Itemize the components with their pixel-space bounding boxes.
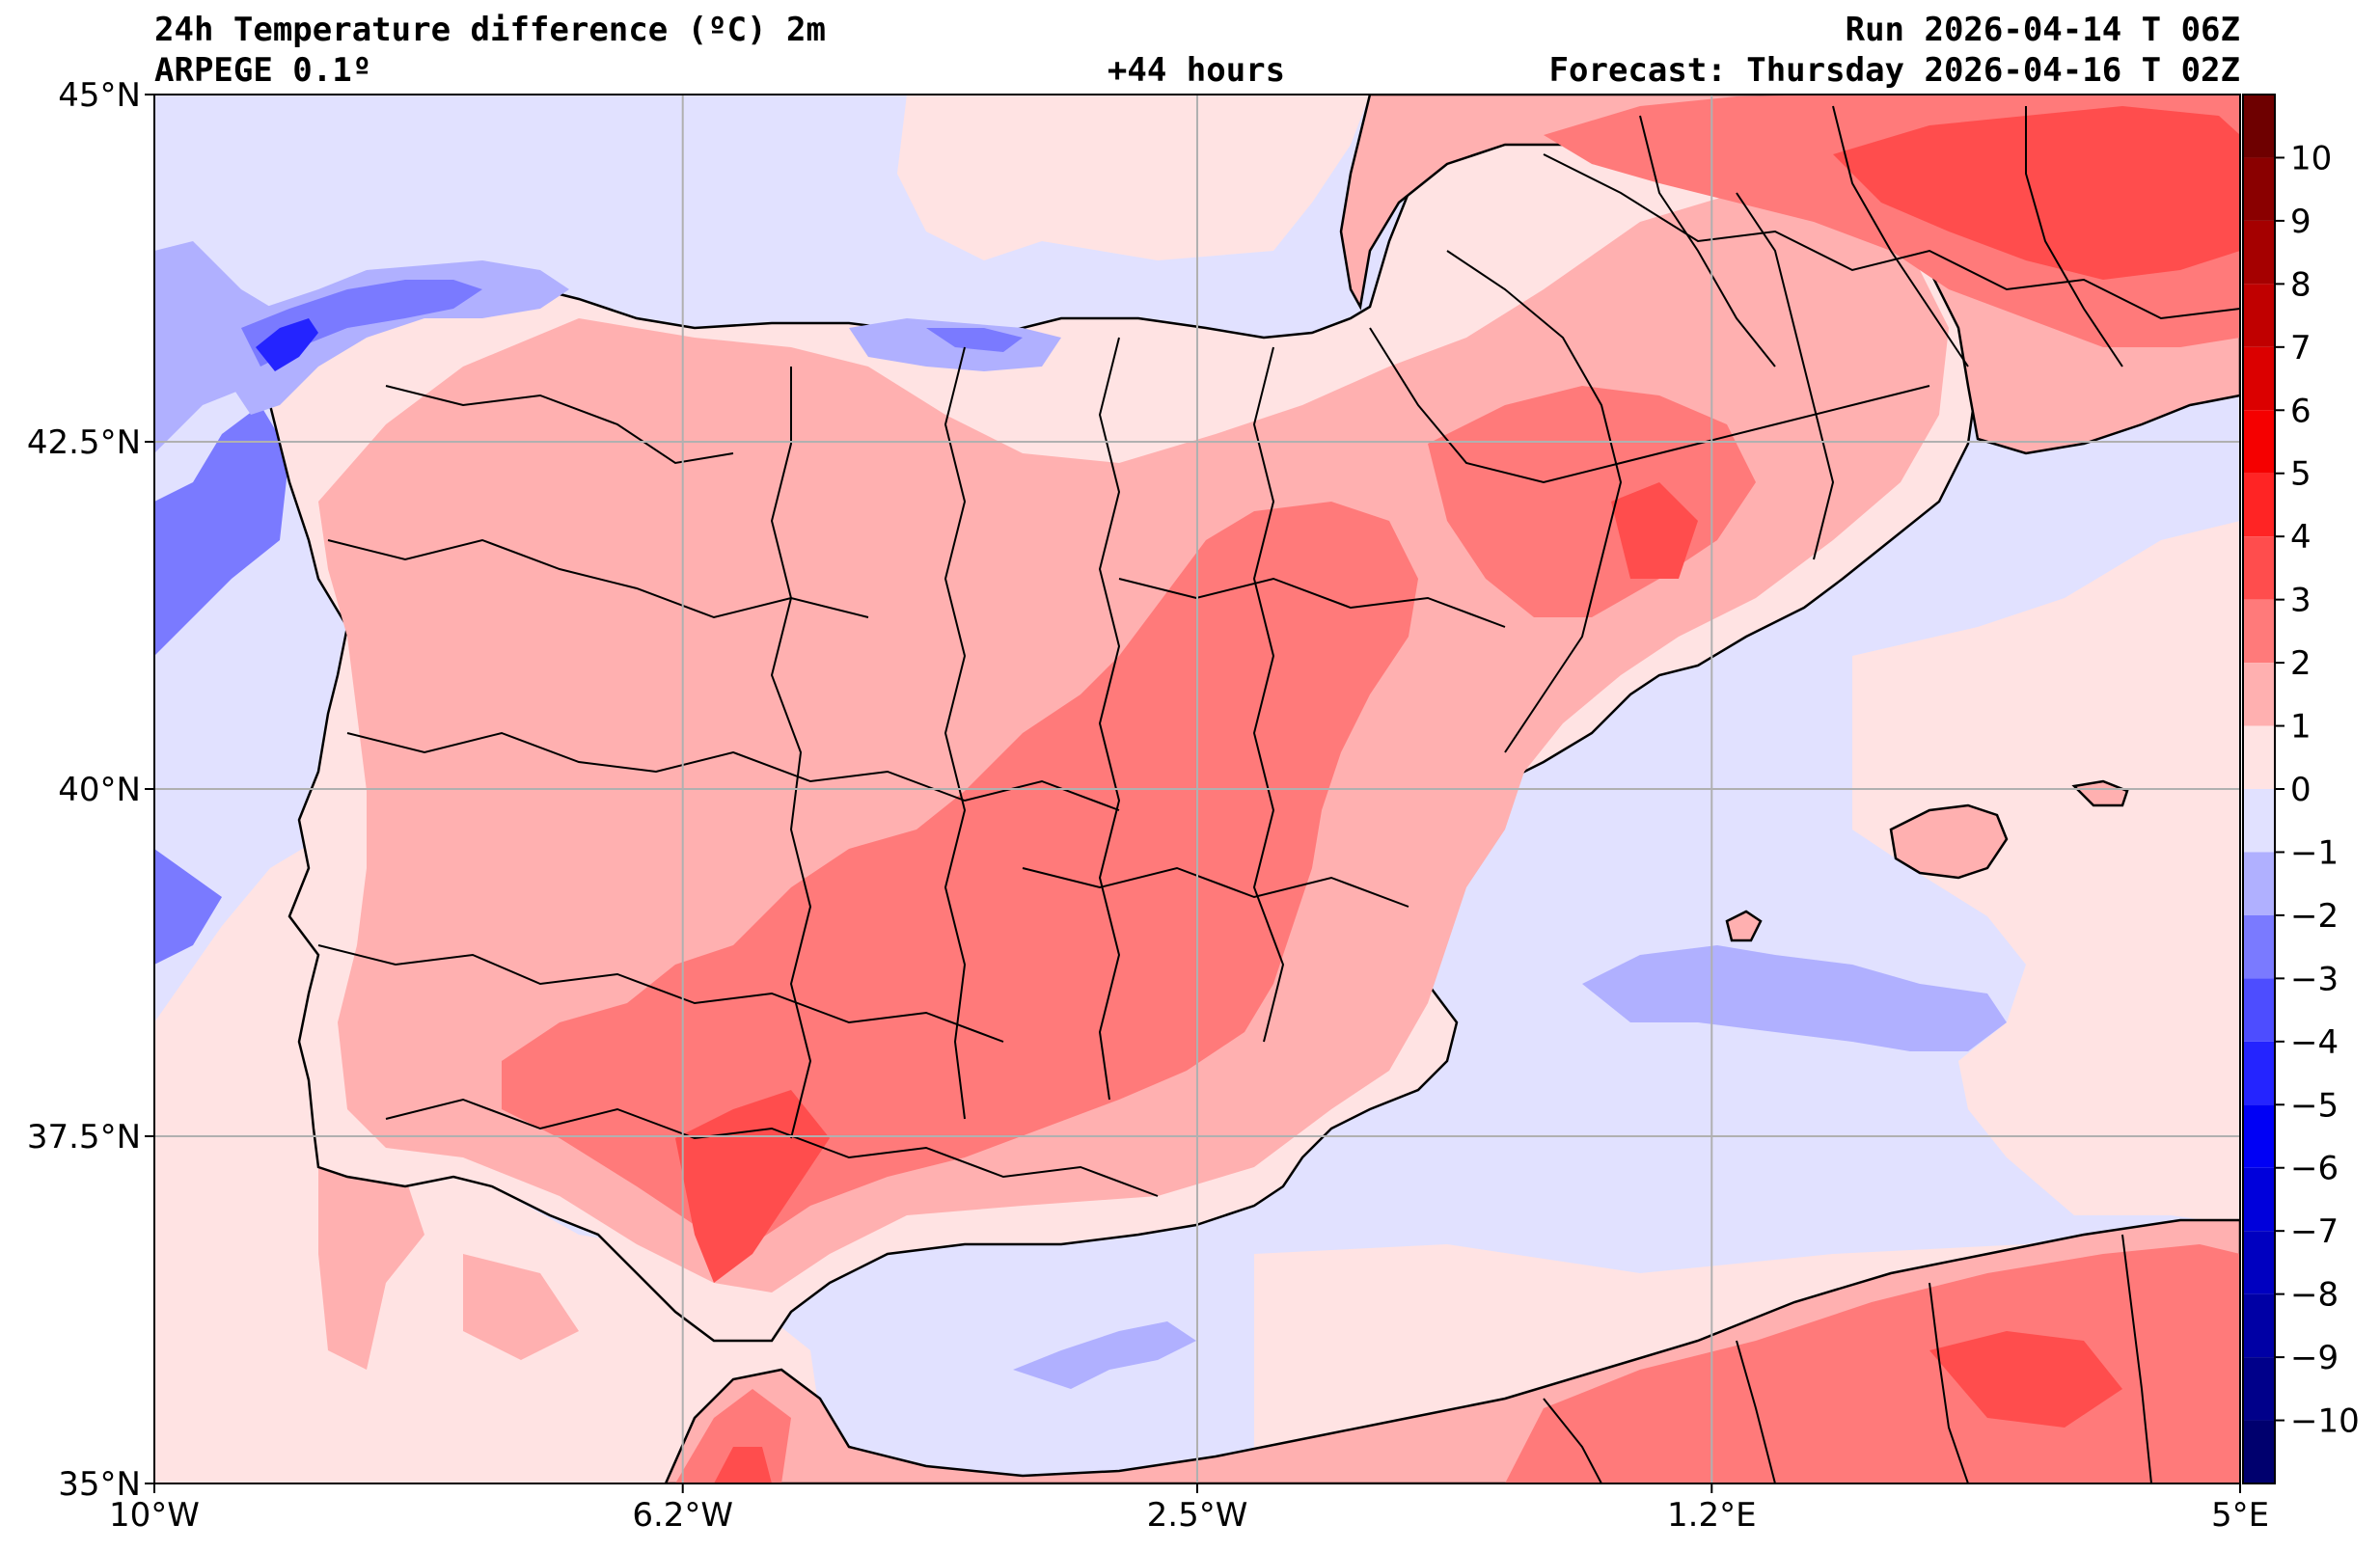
colorbar-tick-label: −10 (2290, 1402, 2360, 1441)
lon-tick-label: 5°E (2211, 1496, 2269, 1535)
lon-tick-label: 6.2°W (632, 1496, 733, 1535)
north-africa-warm-2 (675, 1244, 2240, 1483)
lon-tick-label: 2.5°W (1147, 1496, 1248, 1535)
biscay-warm (897, 95, 1370, 260)
lon-tick-label: 10°W (109, 1496, 200, 1535)
colorbar-tick-label: 7 (2290, 329, 2312, 367)
lead-time: +44 hours (1108, 51, 1285, 90)
run-time: Run 2026-04-14 T 06Z (1846, 11, 2240, 49)
cantabria-cold-2 (926, 328, 1023, 352)
colorbar-tick-label: 3 (2290, 582, 2312, 620)
colorbar-bin (2243, 789, 2275, 853)
balearic-sea-cold (1582, 945, 2007, 1051)
menorca (2071, 779, 2129, 807)
colorbar-bin (2243, 1231, 2275, 1294)
longitude-axis: 10°W 6.2°W 2.5°W 1.2°E 5°E (109, 1483, 2269, 1535)
colorbar-bin (2243, 725, 2275, 789)
north-africa-warm-3 (714, 1331, 2122, 1483)
colorbar-bin (2243, 95, 2275, 158)
colorbar-tick-label: 6 (2290, 392, 2312, 430)
lat-tick-label: 37.5°N (27, 1118, 141, 1156)
latitude-axis: 45°N 42.5°N 40°N 37.5°N 35°N (27, 76, 154, 1504)
map-panel (154, 95, 2240, 1483)
colorbar-tick-label: −7 (2290, 1212, 2339, 1251)
colorbar-bin (2243, 663, 2275, 726)
ibiza (1725, 910, 1763, 942)
colorbar-bin (2243, 914, 2275, 979)
southwest-ocean-warm-2 (318, 1157, 579, 1370)
land-warm-3 (675, 482, 1698, 1283)
colorbar-bin (2243, 284, 2275, 347)
colorbar-bin (2243, 852, 2275, 915)
alboran-cold (1013, 1321, 1196, 1389)
colorbar-tick-label: 8 (2290, 265, 2312, 304)
galicia-cold (222, 260, 569, 415)
colorbar-bin (2243, 1357, 2275, 1421)
colorbar-tick-label: −1 (2290, 833, 2339, 872)
colorbar-bin (2243, 1104, 2275, 1168)
colorbar-tick-label: 1 (2290, 708, 2312, 747)
colorbar-tick-label: 9 (2290, 203, 2312, 241)
colorbar-tick-label: 5 (2290, 455, 2312, 494)
colorbar-bin (2243, 410, 2275, 474)
colorbar-bin (2243, 536, 2275, 600)
lat-tick-label: 40°N (58, 771, 141, 809)
colorbar-bin (2243, 346, 2275, 411)
province-boundaries (317, 105, 2240, 1483)
lat-tick-label: 45°N (58, 76, 141, 115)
colorbar-bin (2243, 473, 2275, 537)
colorbar-bin (2243, 1041, 2275, 1105)
mallorca (1889, 803, 2009, 880)
atlantic-cold-band (154, 241, 289, 453)
med-east-warm (1852, 521, 2240, 1225)
land-warm-2 (502, 502, 1418, 1244)
colorbar-bin (2243, 1420, 2275, 1483)
colorbar-tick-label: 4 (2290, 518, 2312, 557)
forecast-time: Forecast: Thursday 2026-04-16 T 02Z (1549, 51, 2240, 90)
colorbar-bin (2243, 978, 2275, 1042)
colorbar-tick-label: 10 (2290, 139, 2332, 177)
colorbar-bin (2243, 157, 2275, 221)
colorbar-tick-label: −5 (2290, 1086, 2339, 1125)
colorbar-tick-label: 2 (2290, 644, 2312, 683)
colorbar-tick-label: −3 (2290, 960, 2339, 998)
model-name: ARPEGE 0.1º (154, 51, 371, 90)
galicia-cold-3 (256, 318, 318, 371)
gridlines (154, 95, 2240, 1483)
colorbar-bin (2243, 220, 2275, 285)
land-warm-2c (1283, 521, 1389, 627)
lat-tick-label: 42.5°N (27, 423, 141, 462)
atlantic-cold-band-inner (154, 405, 289, 965)
chart-title: 24h Temperature difference (ºC) 2m (154, 11, 826, 49)
colorbar-tick-label: −6 (2290, 1150, 2339, 1188)
colorbar-tick-label: −8 (2290, 1276, 2339, 1315)
colorbar-bin (2243, 1167, 2275, 1232)
colorbar-tick-label: −2 (2290, 897, 2339, 936)
lat-tick-label: 35°N (58, 1465, 141, 1504)
colorbar-bin (2243, 1293, 2275, 1358)
colorbar-tick-label: 0 (2290, 771, 2312, 809)
france-warm-3 (1833, 106, 2240, 280)
colorbar-tick-label: −4 (2290, 1023, 2339, 1062)
colorbar-tick-label: −9 (2290, 1339, 2339, 1377)
colorbar-bin (2243, 599, 2275, 664)
lon-tick-label: 1.2°E (1667, 1496, 1757, 1535)
